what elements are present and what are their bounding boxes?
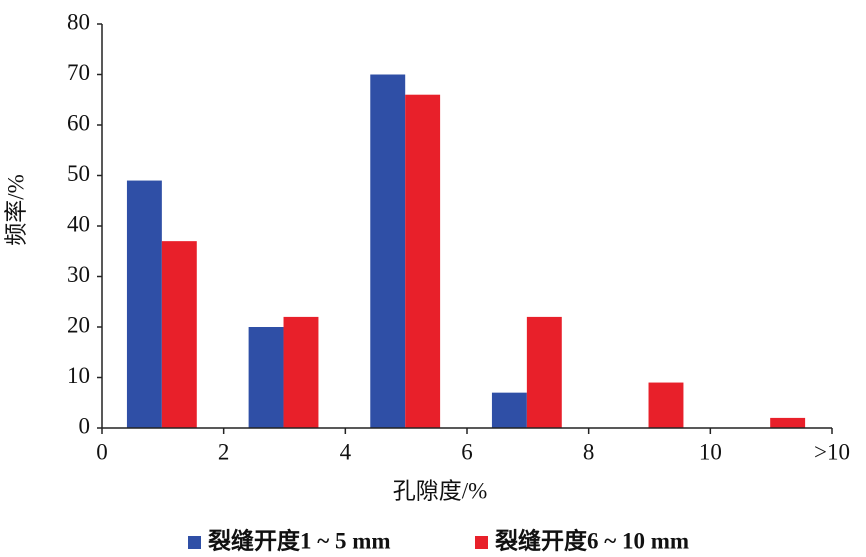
x-tick-label: 0: [96, 439, 108, 464]
legend-swatch: [475, 536, 488, 549]
x-tick-label: 8: [583, 439, 595, 464]
x-tick-label: 10: [699, 439, 722, 464]
x-tick-label: 6: [461, 439, 473, 464]
y-tick-label: 80: [67, 9, 90, 34]
legend-label: 裂缝开度1 ~ 5 mm: [208, 527, 391, 553]
x-tick-label: 4: [340, 439, 352, 464]
x-tick-label: >10: [814, 439, 850, 464]
legend-swatch: [188, 536, 201, 549]
legend-label: 裂缝开度6 ~ 10 mm: [495, 527, 689, 553]
bar: [770, 417, 806, 428]
y-tick-label: 40: [67, 211, 90, 236]
y-tick-label: 20: [67, 312, 90, 337]
bar: [370, 74, 406, 428]
bar: [648, 382, 684, 428]
y-tick-label: 30: [67, 262, 90, 287]
bar: [405, 94, 441, 428]
bar: [283, 316, 319, 428]
y-axis-label: 频率/%: [3, 174, 28, 246]
bar: [526, 316, 562, 428]
y-tick-label: 60: [67, 110, 90, 135]
bar: [126, 180, 162, 428]
y-tick-label: 0: [79, 413, 91, 438]
y-tick-label: 70: [67, 60, 90, 85]
bar: [248, 327, 284, 428]
x-tick-label: 2: [218, 439, 230, 464]
x-axis-label: 孔隙度/%: [393, 478, 488, 503]
y-tick-label: 10: [67, 363, 90, 388]
y-tick-label: 50: [67, 161, 90, 186]
bar: [491, 392, 527, 428]
bar: [161, 241, 197, 428]
